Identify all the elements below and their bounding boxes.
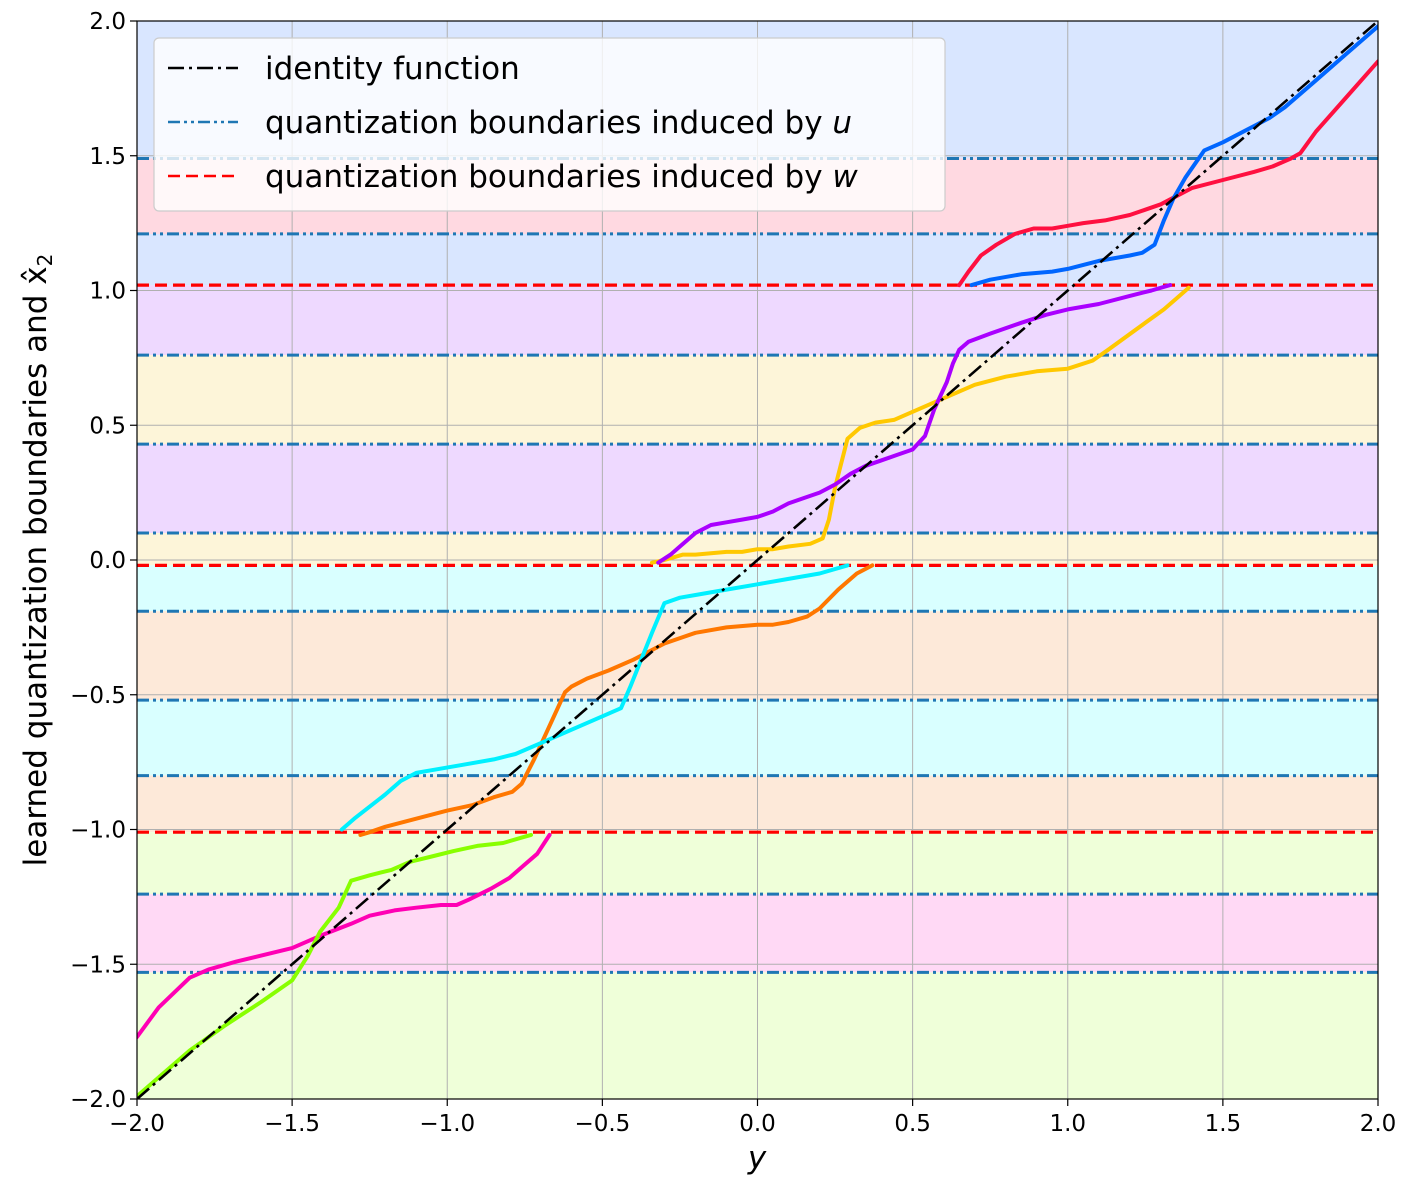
legend-identity-label: identity function xyxy=(265,51,520,87)
y-tick-label-3: −0.5 xyxy=(70,683,126,709)
x-tick-label-7: 1.5 xyxy=(1205,1111,1242,1137)
series-line-7 xyxy=(969,24,1378,288)
x-tick-label-2: −1.0 xyxy=(419,1111,475,1137)
legend: identity function quantization boundarie… xyxy=(153,37,946,212)
identity-line xyxy=(137,21,1378,1099)
series-line-4 xyxy=(650,285,1191,565)
legend-w-label: quantization boundaries induced by w xyxy=(265,159,858,195)
series-line-6 xyxy=(957,59,1378,288)
series-line-2 xyxy=(358,563,875,837)
series-lines xyxy=(137,24,1378,1099)
y-tick-label-2: −1.0 xyxy=(70,818,126,844)
series-line-0 xyxy=(137,832,552,1039)
y-tick-label-4: 0.0 xyxy=(89,548,126,574)
y-tick-label-5: 0.5 xyxy=(89,413,126,439)
series-line-3 xyxy=(339,563,850,832)
legend-u-label: quantization boundaries induced by u xyxy=(265,105,852,141)
axis-ticks: −2.0 −1.5 −1.0 −0.5 0.0 0.5 1.0 1.5 2.0 −2.0 −1.5 −… xyxy=(70,9,1396,1137)
x-tick-label-6: 1.0 xyxy=(1049,1111,1086,1137)
series-line-1 xyxy=(137,832,533,1099)
y-tick-label-8: 2.0 xyxy=(89,9,126,35)
x-tick-label-5: 0.5 xyxy=(894,1111,931,1137)
x-tick-label-8: 2.0 xyxy=(1360,1111,1397,1137)
y-tick-label-1: −1.5 xyxy=(70,952,126,978)
x-tick-label-4: 0.0 xyxy=(739,1111,776,1137)
x-tick-label-1: −1.5 xyxy=(264,1111,320,1137)
x-tick-label-3: −0.5 xyxy=(574,1111,630,1137)
series-line-5 xyxy=(656,283,1173,565)
x-axis-label: y xyxy=(747,1140,767,1176)
y-tick-label-6: 1.0 xyxy=(89,279,126,305)
y-tick-label-7: 1.5 xyxy=(89,144,126,170)
legend-box xyxy=(153,37,946,212)
x-tick-label-0: −2.0 xyxy=(109,1111,165,1137)
y-tick-label-0: −2.0 xyxy=(70,1087,126,1113)
y-axis-label: learned quantization boundaries and x̂2 xyxy=(18,254,57,867)
identity-function-line xyxy=(137,21,1378,1099)
